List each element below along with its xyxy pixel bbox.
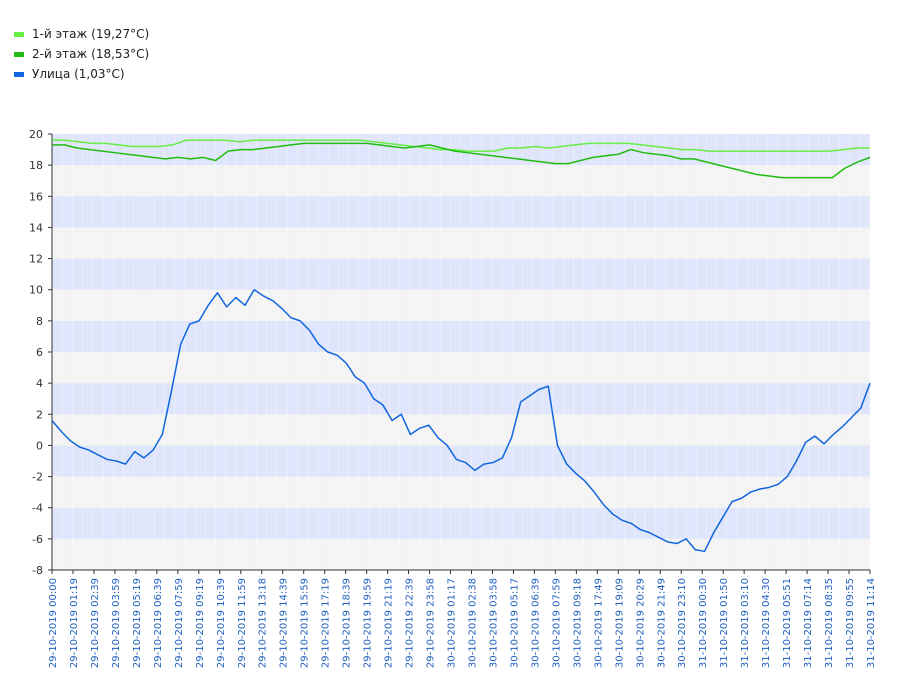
series-lines (51, 139, 871, 553)
y-tick-label: 8 (36, 315, 43, 328)
vertical-gridlines (51, 134, 871, 570)
x-tick-label: 29-10-2019 19:59 (363, 578, 374, 668)
x-tick-label: 31-10-2019 05:51 (782, 578, 793, 668)
y-axis: -8 -6 -4 -2 0 2 4 6 8 10 12 14 16 18 20 (29, 128, 53, 577)
x-tick-label: 30-10-2019 21:49 (656, 578, 667, 668)
y-tick-label: 10 (29, 284, 43, 297)
x-tick-label: 30-10-2019 03:58 (488, 578, 499, 668)
x-tick-label: 31-10-2019 03:10 (740, 578, 751, 668)
x-tick-label: 29-10-2019 11:59 (237, 578, 248, 668)
y-tick-label: 16 (29, 190, 43, 203)
legend-item-street: Улица (1,03°C) (14, 64, 149, 84)
y-tick-label: 4 (36, 377, 43, 390)
x-tick-label: 29-10-2019 07:59 (174, 578, 185, 668)
x-axis: 29-10-2019 00:00 29-10-2019 01:19 29-10-20… (48, 569, 877, 668)
legend-label-street: Улица (1,03°C) (32, 67, 125, 81)
x-tick-label: 29-10-2019 21:19 (384, 578, 395, 668)
y-tick-label: -2 (32, 471, 43, 484)
x-tick-label: 29-10-2019 14:39 (279, 578, 290, 668)
legend-label-floor2: 2-й этаж (18,53°C) (32, 47, 150, 61)
x-tick-label: 30-10-2019 01:17 (447, 578, 458, 668)
x-tick-label: 29-10-2019 18:39 (342, 578, 353, 668)
x-tick-label: 29-10-2019 02:39 (90, 578, 101, 668)
x-tick-label: 30-10-2019 02:38 (467, 578, 478, 668)
x-tick-label: 29-10-2019 01:19 (69, 578, 80, 668)
x-tick-label: 29-10-2019 05:19 (132, 578, 143, 668)
x-tick-label: 31-10-2019 08:35 (824, 578, 835, 668)
y-tick-label: 20 (29, 128, 43, 141)
x-tick-label: 30-10-2019 20:29 (635, 578, 646, 668)
legend-swatch-street (14, 71, 24, 77)
x-tick-label: 31-10-2019 07:14 (803, 578, 814, 668)
x-tick-label: 29-10-2019 15:59 (300, 578, 311, 668)
x-tick-label: 31-10-2019 00:30 (698, 578, 709, 668)
y-tick-label: 6 (36, 346, 43, 359)
chart-legend: 1-й этаж (19,27°C) 2-й этаж (18,53°C) Ул… (14, 24, 149, 84)
x-tick-label: 30-10-2019 05:17 (509, 578, 520, 668)
legend-label-floor1: 1-й этаж (19,27°C) (32, 27, 150, 41)
y-tick-label: 0 (36, 439, 43, 452)
x-tick-label: 29-10-2019 00:00 (48, 578, 59, 668)
legend-swatch-floor1 (14, 31, 24, 37)
legend-item-floor1: 1-й этаж (19,27°C) (14, 24, 149, 44)
y-tick-label: 14 (29, 221, 43, 234)
x-tick-label: 30-10-2019 09:18 (572, 578, 583, 668)
x-tick-label: 29-10-2019 03:59 (111, 578, 122, 668)
x-tick-label: 30-10-2019 06:39 (530, 578, 541, 668)
y-tick-label: -4 (32, 502, 43, 515)
series-line-0 (52, 139, 870, 152)
legend-swatch-floor2 (14, 51, 24, 57)
x-tick-label: 30-10-2019 19:09 (614, 578, 625, 668)
x-tick-label: 29-10-2019 22:39 (405, 578, 416, 668)
x-tick-label: 29-10-2019 17:19 (321, 578, 332, 668)
y-tick-label: -6 (32, 533, 43, 546)
legend-item-floor2: 2-й этаж (18,53°C) (14, 44, 149, 64)
x-tick-label: 29-10-2019 13:18 (258, 578, 269, 668)
x-tick-label: 31-10-2019 01:50 (719, 578, 730, 668)
x-tick-label: 31-10-2019 09:55 (845, 578, 856, 668)
x-tick-label: 29-10-2019 10:39 (216, 578, 227, 668)
y-tick-label: -8 (32, 564, 43, 577)
x-tick-label: 29-10-2019 06:39 (153, 578, 164, 668)
x-tick-label: 29-10-2019 09:19 (195, 578, 206, 668)
y-tick-label: 18 (29, 159, 43, 172)
x-tick-label: 30-10-2019 23:10 (677, 578, 688, 668)
x-tick-label: 31-10-2019 04:30 (761, 578, 772, 668)
x-tick-label: 31-10-2019 11:14 (866, 578, 877, 668)
x-tick-label: 30-10-2019 07:59 (551, 578, 562, 668)
series-line-2 (51, 288, 871, 553)
x-tick-label: 30-10-2019 17:49 (593, 578, 604, 668)
y-tick-label: 12 (29, 253, 43, 266)
y-tick-label: 2 (36, 408, 43, 421)
x-tick-label: 29-10-2019 23:58 (426, 578, 437, 668)
series-line-1 (52, 142, 871, 179)
